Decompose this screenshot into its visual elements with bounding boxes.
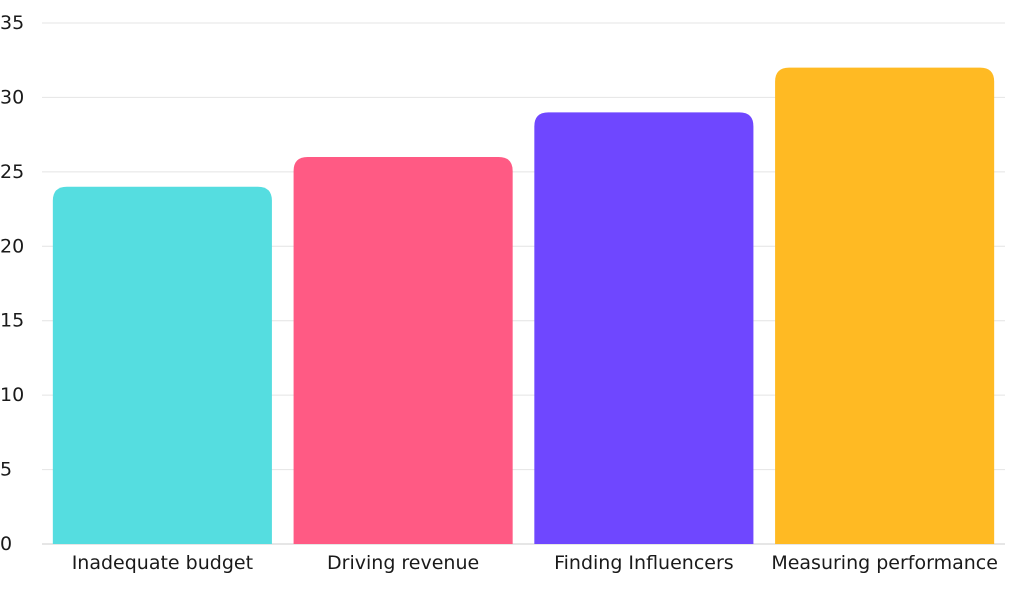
bar-measuring-performance — [775, 67, 995, 545]
bar-inadequate-budget — [52, 186, 272, 544]
y-tick-label: 25 — [0, 161, 24, 183]
y-tick-label: 10 — [0, 384, 24, 406]
y-tick-label: 30 — [0, 86, 24, 108]
bar-driving-revenue — [293, 156, 513, 544]
y-tick-label: 0 — [0, 533, 12, 555]
x-tick-label: Driving revenue — [327, 552, 479, 574]
bar-finding-influencers — [534, 112, 754, 545]
y-tick-label: 15 — [0, 310, 24, 332]
y-tick-label: 35 — [0, 12, 24, 34]
x-axis: Inadequate budget Driving revenue Finding … — [72, 552, 998, 574]
bar-layer — [52, 67, 995, 545]
x-tick-label: Finding Influencers — [554, 552, 734, 574]
y-tick-label: 5 — [0, 459, 12, 481]
y-axis: 0 5 10 15 20 25 30 35 — [0, 12, 24, 555]
x-tick-label: Measuring performance — [771, 552, 998, 574]
x-tick-label: Inadequate budget — [72, 552, 253, 574]
y-tick-label: 20 — [0, 235, 24, 257]
